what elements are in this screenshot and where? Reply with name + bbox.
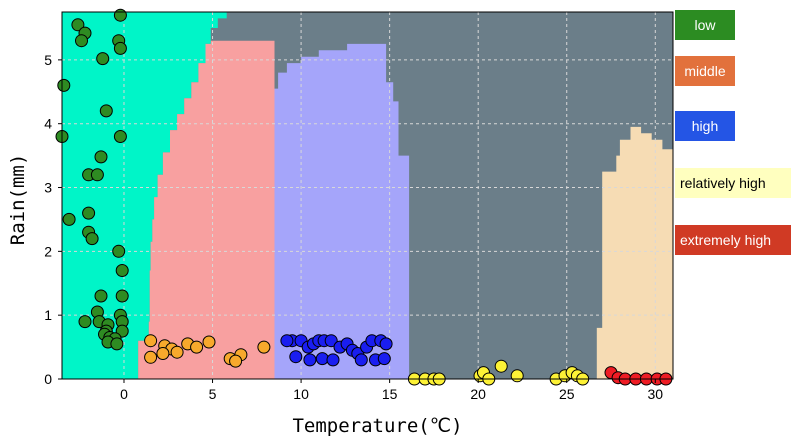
point-low xyxy=(57,78,71,92)
point-high xyxy=(326,353,340,367)
point-low xyxy=(112,244,126,258)
legend-item-extremely-high: extremely high xyxy=(675,225,791,255)
y-tick-label: 2 xyxy=(44,243,52,259)
point-middle xyxy=(190,340,204,354)
point-low xyxy=(75,34,88,48)
x-tick-label: 20 xyxy=(470,386,486,402)
plot-frame xyxy=(61,11,674,380)
point-low xyxy=(96,52,110,66)
point-middle xyxy=(144,334,158,348)
x-tick-label: 10 xyxy=(293,386,309,402)
point-high xyxy=(354,353,368,367)
point-middle xyxy=(144,350,158,364)
point-low xyxy=(113,130,127,143)
y-tick-label: 3 xyxy=(44,180,52,196)
y-tick-label: 1 xyxy=(44,307,52,323)
region-extremely-high xyxy=(596,126,673,380)
point-low xyxy=(99,104,113,118)
point-middle xyxy=(156,347,170,360)
point-low xyxy=(90,168,104,182)
legend-item-middle: middle xyxy=(675,56,735,86)
point-high xyxy=(289,350,303,364)
x-tick-label: 0 xyxy=(120,386,128,402)
region-low xyxy=(62,12,227,379)
point-low xyxy=(62,212,76,226)
point-low xyxy=(113,8,127,22)
x-tick-label: 25 xyxy=(559,386,575,402)
y-tick-label: 0 xyxy=(44,371,52,387)
point-middle xyxy=(229,354,243,368)
grid-lines xyxy=(62,12,673,380)
point-low xyxy=(94,289,108,303)
x-tick-label: 30 xyxy=(648,386,664,402)
point-high xyxy=(379,337,393,351)
point-low xyxy=(85,232,99,246)
point-low xyxy=(82,206,96,220)
point-middle xyxy=(170,345,184,359)
y-tick-label: 4 xyxy=(44,116,52,132)
legend-item-high: high xyxy=(675,111,735,141)
point-low xyxy=(113,41,127,55)
y-axis-label: Rain(mm) xyxy=(7,154,29,246)
x-axis-label: Temperature(℃) xyxy=(292,415,462,436)
y-tick-label: 5 xyxy=(44,52,52,68)
decision-regions xyxy=(62,12,673,380)
point-middle xyxy=(202,335,216,349)
point-low xyxy=(110,337,124,351)
axis-ticks: 0 5 10 15 20 25 30 0 1 2 3 4 5 xyxy=(44,52,663,402)
point-low xyxy=(78,315,92,329)
x-tick-label: 5 xyxy=(209,386,217,402)
point-high xyxy=(315,352,329,366)
point-low xyxy=(94,150,108,164)
x-tick-label: 15 xyxy=(382,386,398,402)
point-middle xyxy=(257,340,271,354)
point-relatively-high xyxy=(510,369,524,383)
point-low xyxy=(115,289,129,303)
point-relatively-high xyxy=(494,359,508,373)
legend-item-relatively-high: relatively high xyxy=(675,168,791,198)
region-high xyxy=(274,43,410,380)
point-high xyxy=(377,352,391,366)
region-middle xyxy=(138,40,275,379)
point-high xyxy=(280,334,294,348)
legend-item-low: low xyxy=(675,10,735,40)
point-low xyxy=(115,264,129,277)
point-low xyxy=(71,18,85,32)
point-high xyxy=(303,353,317,367)
point-high xyxy=(324,334,338,348)
